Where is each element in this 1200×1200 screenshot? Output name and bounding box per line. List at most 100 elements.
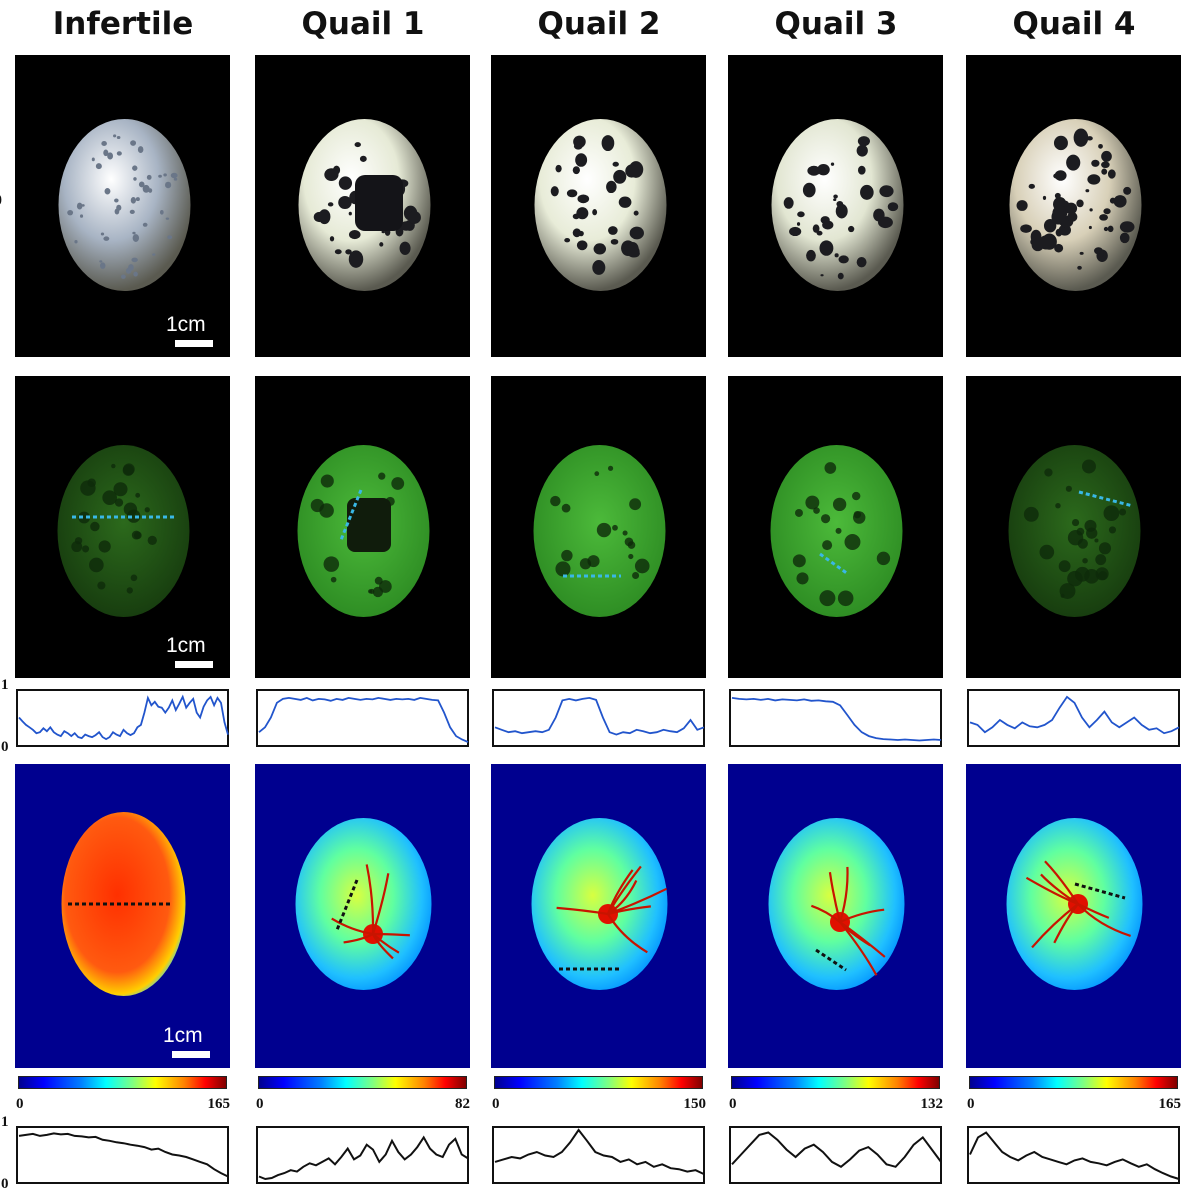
- egg-photo-panel: [15, 55, 230, 357]
- shell-spot: [833, 194, 838, 199]
- colorbar-min-label: 0: [16, 1096, 24, 1112]
- shell-spot: [348, 250, 364, 268]
- shell-spot: [129, 209, 135, 215]
- shell-spot: [374, 576, 383, 585]
- profile-curve: [18, 1132, 229, 1178]
- shell-spot: [133, 177, 137, 181]
- shell-spot: [833, 198, 837, 202]
- shell-spot: [612, 161, 619, 167]
- shell-spot: [82, 545, 90, 553]
- shell-spot: [131, 257, 138, 263]
- shell-spot: [159, 209, 164, 215]
- shell-spot: [856, 256, 867, 268]
- shell-spot: [347, 498, 391, 552]
- shell-spot: [116, 135, 121, 140]
- shell-spot: [348, 230, 361, 240]
- shell-spot: [130, 574, 138, 582]
- shell-spot: [1051, 209, 1066, 225]
- scale-bar: [175, 661, 213, 668]
- shell-spot: [71, 541, 83, 553]
- shell-spot: [628, 161, 644, 178]
- shell-spot: [369, 588, 375, 594]
- shell-spot: [592, 260, 606, 275]
- shell-spot: [133, 531, 142, 540]
- profile-axis-top-label: 1: [1, 1114, 9, 1130]
- colorbar: [969, 1076, 1178, 1089]
- shell-spot: [1098, 143, 1103, 149]
- shell-spot: [886, 188, 893, 194]
- column-title: Quail 1: [301, 6, 425, 42]
- colorbar-max-label: 165: [1158, 1096, 1182, 1112]
- shell-spot: [123, 463, 135, 476]
- egg-shell: [58, 119, 191, 291]
- shell-spot: [147, 535, 157, 546]
- scale-bar: [175, 340, 213, 347]
- shell-spot: [575, 153, 588, 167]
- profile-curve: [969, 1131, 1180, 1180]
- shell-spot: [359, 155, 367, 162]
- shell-spot: [783, 197, 794, 209]
- shell-spot: [128, 264, 134, 271]
- shell-spot: [857, 136, 870, 147]
- shell-spot: [372, 586, 384, 598]
- profile-curve: [969, 695, 1180, 735]
- shell-spot: [608, 226, 618, 235]
- shell-spot: [857, 165, 866, 175]
- blood-vessel: [371, 873, 390, 935]
- scale-bar-label: 1cm: [166, 313, 206, 336]
- blood-vessel: [606, 869, 634, 915]
- shell-spot: [113, 482, 128, 497]
- profile-line: [1074, 882, 1126, 900]
- shell-spot: [130, 140, 137, 146]
- shell-spot: [795, 509, 803, 517]
- shell-spot: [78, 511, 91, 524]
- shell-spot: [834, 253, 839, 258]
- shell-spot: [835, 527, 842, 534]
- blood-vessel: [343, 933, 374, 944]
- shell-spot: [578, 230, 584, 237]
- heat-profile-plot: [967, 1126, 1180, 1184]
- shell-spot: [378, 472, 386, 480]
- heatmap-panel: [966, 764, 1181, 1068]
- profile-curve: [18, 694, 229, 741]
- colorbar: [731, 1076, 940, 1089]
- shell-spot: [330, 576, 337, 583]
- shell-spot: [1039, 544, 1055, 560]
- shell-spot: [819, 590, 836, 607]
- fluorescence-panel: [15, 376, 230, 678]
- colorbar-max-label: 150: [683, 1096, 707, 1112]
- blood-vessel: [828, 872, 842, 923]
- shell-spot: [821, 514, 831, 524]
- heatmap-panel: [255, 764, 470, 1068]
- shell-spot: [837, 272, 844, 280]
- shell-spot: [137, 146, 144, 153]
- shell-spot: [1101, 161, 1110, 169]
- shell-spot: [319, 503, 334, 518]
- fluorescence-profile-plot: [729, 689, 942, 747]
- blood-vessel: [372, 932, 410, 937]
- shell-spot: [1084, 569, 1099, 584]
- shell-spot: [135, 197, 140, 202]
- shell-spot: [107, 152, 114, 160]
- fluorescence-panel: [728, 376, 943, 678]
- shell-spot: [121, 274, 126, 279]
- shell-spot: [887, 202, 899, 212]
- shell-spot: [163, 173, 167, 177]
- egg-photo-panel: [255, 55, 470, 357]
- shell-spot: [594, 471, 600, 477]
- shell-spot: [79, 214, 84, 218]
- shell-spot: [1054, 170, 1067, 181]
- shell-spot: [407, 211, 421, 224]
- shell-spot: [1091, 159, 1100, 167]
- blood-vessel: [607, 880, 638, 915]
- shell-spot: [1094, 538, 1099, 543]
- profile-axis-top-label: 1: [1, 677, 9, 693]
- shell-spot: [165, 217, 170, 220]
- shell-spot: [576, 240, 588, 251]
- heat-profile-plot: [16, 1126, 229, 1184]
- shell-spot: [403, 244, 407, 248]
- blood-vessel: [371, 933, 394, 960]
- shell-spot: [167, 235, 173, 240]
- shell-spot: [627, 245, 640, 258]
- profile-line: [1078, 490, 1134, 508]
